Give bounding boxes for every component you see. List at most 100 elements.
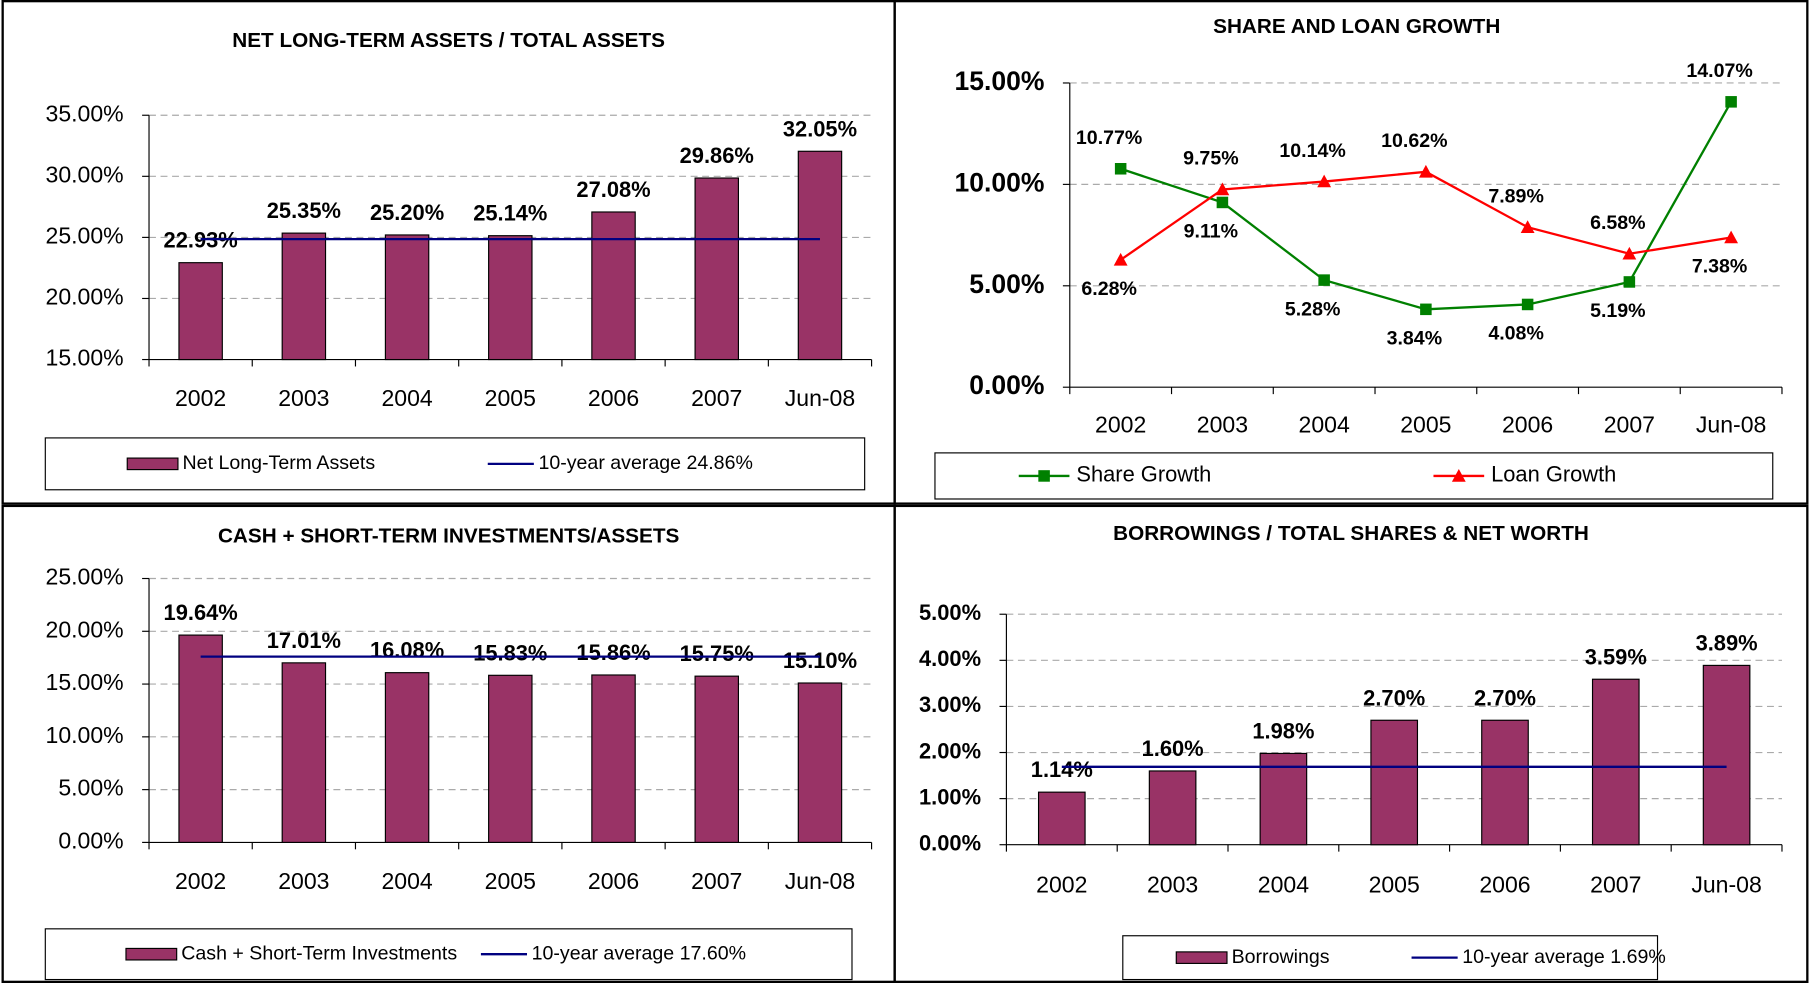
legend-label: Borrowings xyxy=(1232,946,1330,968)
data-label: 29.86% xyxy=(680,143,754,168)
data-label: 27.08% xyxy=(576,177,650,202)
legend-box xyxy=(44,928,853,981)
x-tick-label: 2006 xyxy=(1502,411,1553,437)
y-tick-label: 15.00% xyxy=(955,66,1045,96)
legend-label: Net Long-Term Assets xyxy=(183,452,376,474)
x-tick-label: 2002 xyxy=(175,385,226,411)
y-tick-label: 15.00% xyxy=(46,669,124,695)
bar xyxy=(384,234,430,361)
marker xyxy=(1317,174,1332,188)
x-tick-label: 2006 xyxy=(588,385,639,411)
bar xyxy=(1259,752,1308,846)
x-tick-label: 2003 xyxy=(278,385,329,411)
x-tick-label: 2006 xyxy=(588,868,639,894)
x-tick-label: 2007 xyxy=(691,868,742,894)
bar xyxy=(384,672,430,843)
bar xyxy=(178,262,223,361)
marker xyxy=(1216,196,1229,209)
data-label: 1.14% xyxy=(1031,757,1093,782)
y-tick-label: 1.00% xyxy=(919,784,981,809)
data-label: 3.59% xyxy=(1585,644,1647,669)
legend-box xyxy=(934,452,1774,500)
y-tick-label: 0.00% xyxy=(58,828,123,854)
data-label: 25.14% xyxy=(473,201,547,226)
data-label: 19.64% xyxy=(164,600,238,625)
y-tick-label: 0.00% xyxy=(919,830,981,855)
data-label: 15.86% xyxy=(576,640,650,665)
data-label: 15.83% xyxy=(473,640,547,665)
x-tick-label: 2002 xyxy=(1036,871,1087,897)
x-tick-label: 2003 xyxy=(1197,411,1248,437)
bar xyxy=(1702,664,1751,846)
bar xyxy=(1037,791,1086,846)
data-label: 10.62% xyxy=(1381,130,1447,152)
marker xyxy=(1623,276,1636,288)
y-tick-label: 3.00% xyxy=(919,692,981,717)
data-label: 5.19% xyxy=(1590,300,1646,322)
marker xyxy=(1038,470,1050,482)
y-tick-label: 30.00% xyxy=(46,161,124,187)
legend-label: Cash + Short-Term Investments xyxy=(181,942,457,964)
bar xyxy=(694,675,739,843)
x-tick-label: 2007 xyxy=(1590,871,1641,897)
bar xyxy=(1591,678,1640,846)
bar xyxy=(694,177,739,361)
marker xyxy=(1725,96,1737,108)
bar xyxy=(488,674,533,843)
data-label: 5.28% xyxy=(1285,298,1341,320)
marker xyxy=(1215,182,1230,196)
data-label: 3.84% xyxy=(1387,327,1443,349)
y-tick-label: 10.00% xyxy=(955,167,1045,197)
legend-swatch xyxy=(125,947,178,961)
y-tick-label: 10.00% xyxy=(46,722,124,748)
data-label: 14.07% xyxy=(1686,60,1752,82)
y-tick-label: 20.00% xyxy=(46,284,124,310)
data-label: 1.98% xyxy=(1252,718,1314,743)
data-label: 1.60% xyxy=(1142,736,1204,761)
panel-border xyxy=(1,504,896,983)
data-label: 10.14% xyxy=(1279,140,1345,162)
x-tick-label: 2005 xyxy=(1369,871,1420,897)
marker xyxy=(1318,274,1330,286)
y-tick-label: 2.00% xyxy=(919,738,981,763)
y-tick-label: 5.00% xyxy=(969,269,1044,299)
data-label: 9.75% xyxy=(1183,148,1239,170)
legend-label: Share Growth xyxy=(1076,462,1211,487)
x-tick-label: 2004 xyxy=(1299,411,1350,437)
bar xyxy=(1148,770,1197,846)
data-label: 9.11% xyxy=(1184,221,1238,243)
x-tick-label: Jun-08 xyxy=(785,385,855,411)
marker xyxy=(1114,163,1127,175)
y-tick-label: 25.00% xyxy=(46,564,124,590)
data-label: 17.01% xyxy=(267,628,341,653)
data-label: 15.10% xyxy=(783,648,857,673)
data-label: 6.58% xyxy=(1590,212,1646,234)
y-tick-label: 5.00% xyxy=(919,600,981,625)
legend-swatch xyxy=(126,457,179,471)
x-tick-label: Jun-08 xyxy=(1691,871,1761,897)
x-tick-label: 2006 xyxy=(1479,871,1530,897)
x-tick-label: 2003 xyxy=(278,868,329,894)
marker xyxy=(1724,230,1739,244)
y-tick-label: 0.00% xyxy=(969,370,1044,400)
bar xyxy=(797,682,843,843)
legend-box xyxy=(44,437,866,491)
x-tick-label: 2002 xyxy=(1095,411,1146,437)
x-tick-label: 2004 xyxy=(381,385,432,411)
legend-label: 10-year average 17.60% xyxy=(532,942,746,964)
x-tick-label: 2007 xyxy=(691,385,742,411)
legend-label: 10-year average 24.86% xyxy=(538,452,752,474)
panel-border xyxy=(1,0,896,505)
y-tick-label: 25.00% xyxy=(46,222,124,248)
marker xyxy=(1113,252,1128,266)
data-label: 10.77% xyxy=(1076,127,1142,149)
bar xyxy=(1481,719,1529,846)
x-tick-label: 2003 xyxy=(1147,871,1198,897)
data-label: 2.70% xyxy=(1474,685,1536,710)
marker xyxy=(1520,220,1535,233)
y-tick-label: 5.00% xyxy=(58,775,123,801)
x-tick-label: 2005 xyxy=(485,868,536,894)
legend-swatch xyxy=(1175,951,1228,964)
